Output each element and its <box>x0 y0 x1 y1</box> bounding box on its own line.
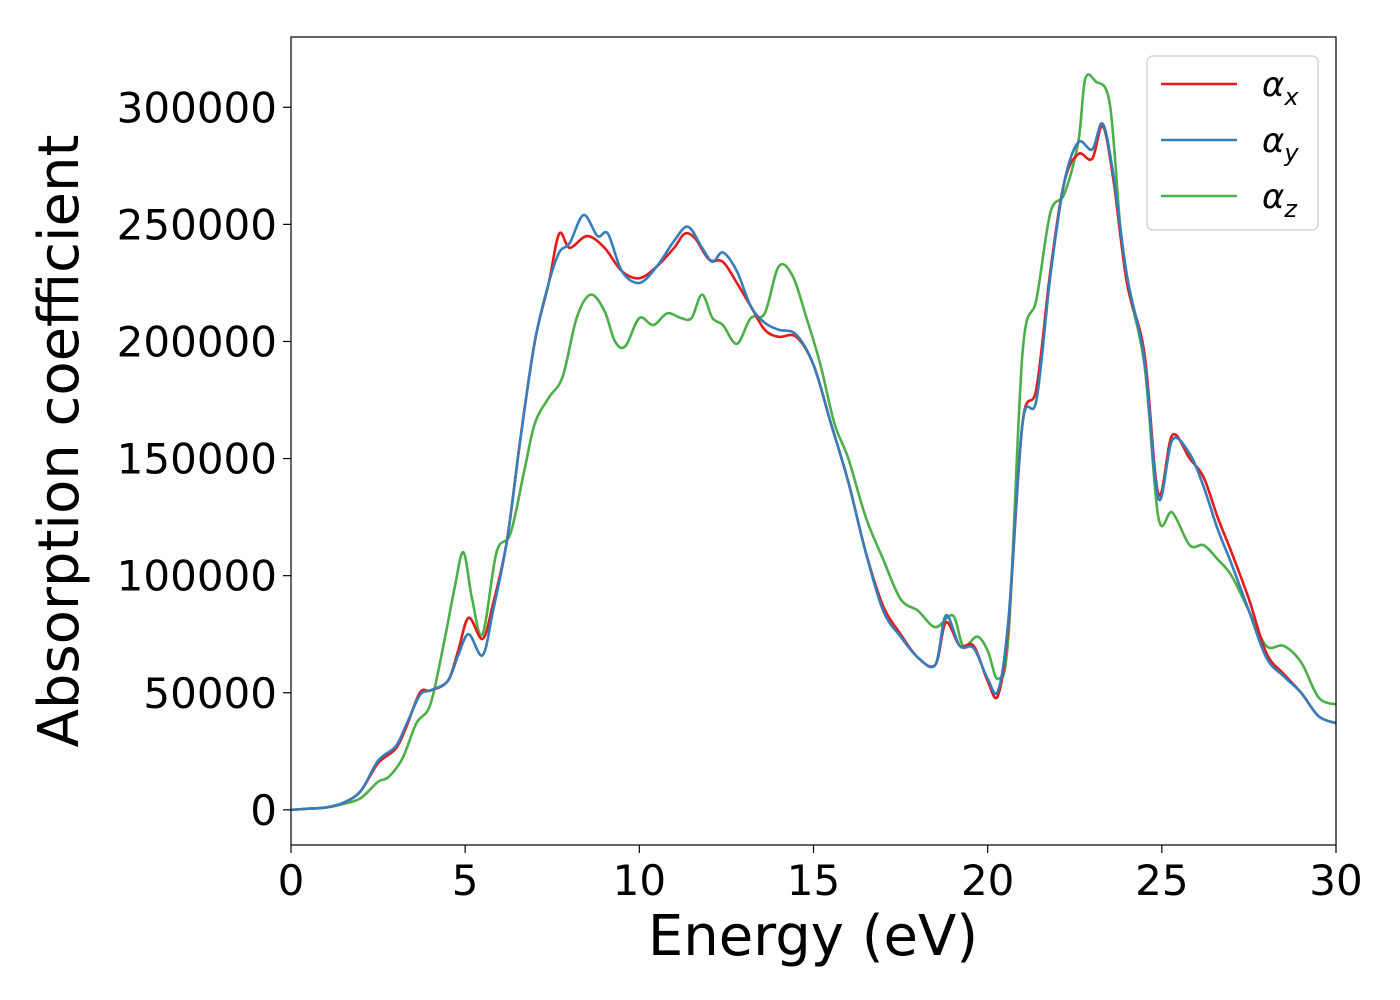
legend-box <box>1146 55 1319 231</box>
series-line-y <box>291 122 1336 812</box>
x-tick-label: 20 <box>961 856 1014 905</box>
y-axis-title: Absorption coefficient <box>27 135 92 748</box>
x-tick-label: 15 <box>787 856 840 905</box>
legend-label-z: αz <box>1262 177 1298 223</box>
series-layer <box>291 73 1336 812</box>
x-tick-label: 25 <box>1135 856 1188 905</box>
y-tick-label: 300000 <box>117 83 277 132</box>
y-tick-label: 250000 <box>117 200 277 249</box>
legend-label-y: αy <box>1262 121 1299 167</box>
legend: αx αy αz <box>1146 55 1319 231</box>
legend-label-x: αx <box>1262 65 1299 111</box>
x-axis-ticks: 0 5 10 15 20 25 30 <box>278 845 1363 905</box>
x-tick-label: 10 <box>613 856 666 905</box>
y-axis-ticks: 0 50000 100000 150000 200000 250000 300000 <box>117 83 291 835</box>
y-tick-label: 50000 <box>143 669 277 718</box>
y-tick-label: 150000 <box>117 435 277 484</box>
x-tick-label: 5 <box>452 856 479 905</box>
y-tick-label: 200000 <box>117 317 277 366</box>
x-tick-label: 30 <box>1309 856 1362 905</box>
y-tick-label: 0 <box>250 786 277 835</box>
x-axis-title: Energy (eV) <box>648 904 978 969</box>
x-tick-label: 0 <box>278 856 305 905</box>
y-tick-label: 100000 <box>117 552 277 601</box>
